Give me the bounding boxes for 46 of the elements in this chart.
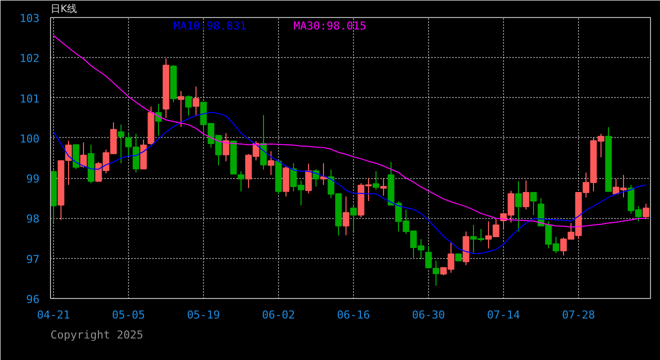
x-tick-label: 07-14 [486, 308, 520, 322]
candlestick [118, 124, 124, 164]
candlestick [260, 114, 267, 170]
candlestick [515, 180, 522, 232]
y-tick-label: 96 [26, 293, 40, 306]
text: Copyright 2025 [50, 328, 144, 342]
candlestick [305, 163, 312, 194]
candlestick [238, 170, 244, 192]
candlestick [342, 196, 350, 236]
candlestick [140, 139, 147, 170]
candlestick [522, 180, 530, 210]
y-tick-label: 98 [26, 212, 40, 226]
candlestick [222, 132, 230, 162]
x-tick-label: 05-05 [112, 308, 146, 322]
candlestick [530, 192, 537, 216]
candlestick [350, 204, 357, 232]
candlestick [432, 260, 440, 286]
x-tick-label: 07-28 [562, 308, 596, 322]
candlestick [72, 144, 80, 170]
candlestick [312, 168, 320, 187]
chart-title: 日K线 [50, 3, 78, 15]
y-tick-label: 103 [20, 12, 40, 25]
y-tick-label: 97 [26, 252, 40, 266]
candlestick [642, 203, 650, 220]
candlestick [178, 90, 184, 128]
candlestick [192, 86, 200, 117]
candlestick [282, 166, 290, 198]
y-tick-label: 101 [20, 92, 40, 106]
candlestick [320, 162, 327, 186]
x-tick-label: 06-30 [412, 308, 446, 322]
text: MA10:98.831 [174, 20, 246, 32]
x-tick-label: 06-02 [262, 308, 296, 322]
candlestick [380, 178, 387, 196]
candlestick [372, 170, 380, 190]
candlestick [155, 103, 162, 136]
candlestick [425, 245, 432, 269]
y-tick-label: 100 [20, 132, 40, 146]
candlestick [80, 142, 87, 168]
x-tick-label: 06-16 [336, 308, 370, 322]
text: MA30:98.015 [294, 20, 366, 32]
candlestick [185, 94, 192, 116]
candlestick [268, 150, 274, 176]
x-tick-label: 05-19 [186, 308, 220, 322]
y-tick-label: 99 [26, 172, 40, 186]
x-tick-label: 04-21 [36, 308, 70, 322]
y-tick-label: 102 [20, 52, 40, 66]
